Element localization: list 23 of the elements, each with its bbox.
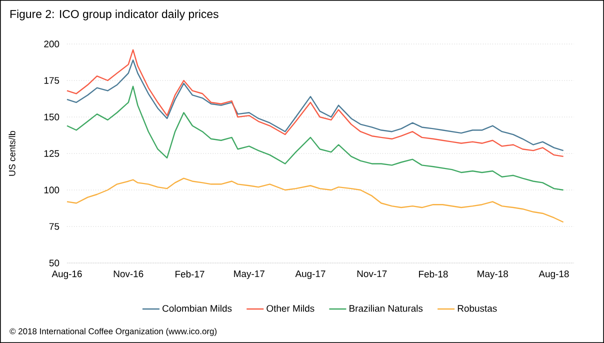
x-tick-label: Aug-16 xyxy=(52,270,82,280)
y-tick-label: 50 xyxy=(49,260,60,266)
x-tick-label: May-17 xyxy=(234,270,264,279)
text: © 2018 International Coffee Organization (www.ico.org) xyxy=(10,328,217,336)
legend-label: Brazilian Naturals xyxy=(350,304,423,312)
legend-label: Other Milds xyxy=(266,304,314,312)
chart-title: Figure 2: ICO group indicator daily prices xyxy=(10,10,218,20)
x-tick-label: May-18 xyxy=(478,270,508,280)
y-tick-label: 125 xyxy=(44,150,60,157)
y-tick-label: 150 xyxy=(44,114,60,120)
x-tick-label: Aug-18 xyxy=(538,270,569,280)
y-tick-label: 200 xyxy=(44,40,60,48)
x-tick-label: Feb-18 xyxy=(419,270,448,278)
x-tick-label: Feb-17 xyxy=(176,270,204,278)
x-tick-label: Nov-17 xyxy=(357,270,387,278)
legend-label: Robustas xyxy=(458,304,497,312)
y-axis-title: US cents/lb xyxy=(8,130,16,176)
x-tick-label: Nov-16 xyxy=(114,270,144,278)
x-tick-label: Aug-17 xyxy=(295,270,326,279)
y-tick-label: 100 xyxy=(44,186,60,194)
y-tick-label: 75 xyxy=(49,223,60,230)
y-tick-label: 175 xyxy=(44,77,60,84)
legend-label: Colombian Milds xyxy=(162,304,232,312)
